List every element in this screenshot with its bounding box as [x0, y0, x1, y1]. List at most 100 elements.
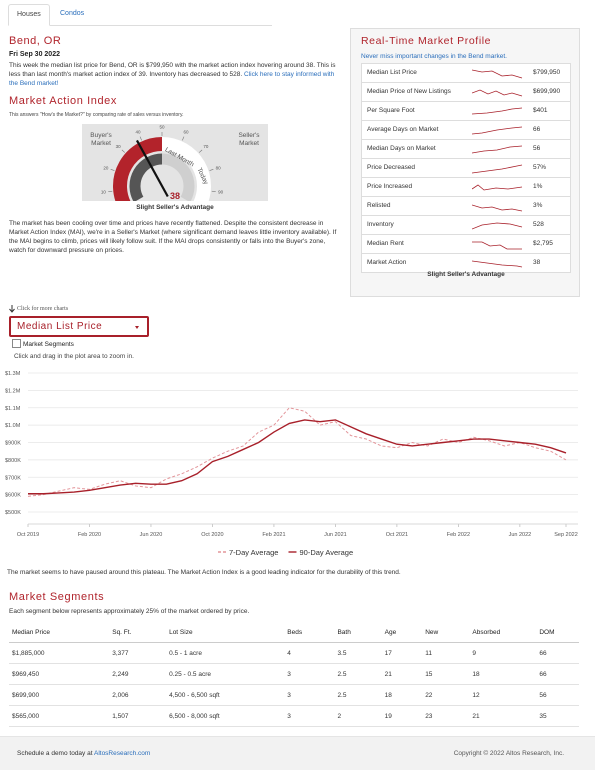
profile-value: $401	[533, 107, 547, 114]
tab[interactable]: Houses	[8, 4, 50, 26]
profile-label: Median Days on Market	[367, 145, 436, 152]
sparkline-path	[472, 70, 522, 78]
cell: $969,450	[9, 664, 109, 685]
profile-row: Per Square Foot $401	[361, 101, 571, 121]
footer-left: Schedule a demo today at AltosResearch.c…	[17, 750, 150, 757]
cell: 15	[422, 664, 469, 685]
buyers-label: Buyer's Market	[86, 132, 116, 148]
checkbox[interactable]	[12, 339, 21, 348]
selector-text: Median List Price	[17, 321, 102, 332]
sparkline-path	[472, 261, 522, 267]
sparkline-path	[472, 146, 522, 153]
cell: 1,507	[109, 706, 166, 727]
gauge-tick-label: 90	[218, 190, 224, 195]
profile-label: Median List Price	[367, 69, 417, 76]
profile-label: Price Decreased	[367, 164, 415, 171]
footer-text: Schedule a demo today at	[17, 750, 94, 757]
cell: 66	[536, 664, 579, 685]
y-tick-label: $600K	[5, 493, 21, 499]
cell: 23	[422, 706, 469, 727]
cell: 4,500 - 6,500 sqft	[166, 685, 284, 706]
profile-label: Median Rent	[367, 240, 404, 247]
cell: 2.5	[334, 685, 381, 706]
sparkline	[472, 180, 524, 194]
gauge-tick-label: 10	[101, 190, 107, 195]
tab[interactable]: Condos	[52, 4, 92, 24]
profile-value: 56	[533, 145, 540, 152]
legend-label: 7-Day Average	[229, 548, 278, 557]
profile-value: 528	[533, 221, 544, 228]
column-header: Beds	[284, 623, 334, 643]
cell: 18	[469, 664, 536, 685]
y-tick-label: $1.3M	[5, 371, 21, 377]
profile-label: Average Days on Market	[367, 126, 438, 133]
cell: 17	[382, 643, 423, 664]
segments-toggle[interactable]: Market Segments	[23, 341, 74, 348]
sparkline	[472, 142, 524, 156]
footer: Schedule a demo today at AltosResearch.c…	[0, 736, 595, 770]
cell: 2.5	[334, 664, 381, 685]
cell: 3,377	[109, 643, 166, 664]
cell: 12	[469, 685, 536, 706]
chart-selector[interactable]: Median List Price	[9, 316, 149, 337]
x-tick-label: Sep 2022	[554, 532, 578, 538]
arrow-icon	[8, 305, 16, 313]
cell: $565,000	[9, 706, 109, 727]
gauge-tick-label: 70	[203, 144, 209, 149]
profile-label: Median Price of New Listings	[367, 88, 451, 95]
cell: 2,249	[109, 664, 166, 685]
cell: 21	[469, 706, 536, 727]
cell: 2	[334, 706, 381, 727]
sparkline-path	[472, 223, 522, 229]
profile-row: Median Days on Market 56	[361, 139, 571, 159]
cell: 9	[469, 643, 536, 664]
profile-value: $699,990	[533, 88, 560, 95]
profile-value: 3%	[533, 202, 542, 209]
profile-value: $2,795	[533, 240, 553, 247]
sparkline	[472, 218, 524, 232]
sparkline	[472, 237, 524, 251]
sparkline-path	[472, 185, 522, 190]
x-tick-label: Feb 2022	[447, 532, 470, 538]
cell: $699,900	[9, 685, 109, 706]
profile-title: Real-Time Market Profile	[361, 35, 491, 47]
gauge-tick-label: 20	[103, 165, 109, 170]
sparkline	[472, 199, 524, 213]
gauge-tick-label: 80	[216, 165, 222, 170]
zoom-hint: Click and drag in the plot area to zoom …	[14, 353, 134, 360]
profile-footer: Slight Seller's Advantage	[361, 271, 571, 278]
footer-link[interactable]: AltosResearch.com	[94, 750, 150, 757]
cell: 3.5	[334, 643, 381, 664]
line-chart[interactable]: $500K$600K$700K$800K$900K$1.0M$1.1M$1.2M…	[0, 365, 595, 560]
profile-label: Per Square Foot	[367, 107, 415, 114]
column-header: Bath	[334, 623, 381, 643]
y-tick-label: $1.0M	[5, 423, 21, 429]
cell: $1,885,000	[9, 643, 109, 664]
y-tick-label: $800K	[5, 458, 21, 464]
sparkline-path	[472, 205, 522, 211]
sparkline	[472, 85, 524, 99]
date: Fri Sep 30 2022	[9, 51, 60, 58]
gauge-tick	[182, 137, 184, 141]
more-charts[interactable]: Click for more charts	[17, 306, 68, 312]
cell: 2,006	[109, 685, 166, 706]
profile-label: Inventory	[367, 221, 394, 228]
column-header: Median Price	[9, 623, 109, 643]
cell: 35	[536, 706, 579, 727]
analysis: The market has been cooling over time an…	[9, 219, 339, 255]
column-header: Absorbed	[469, 623, 536, 643]
cell: 21	[382, 664, 423, 685]
x-tick-label: Jun 2020	[140, 532, 163, 538]
profile-row: Median Price of New Listings $699,990	[361, 82, 571, 102]
profile-subtitle[interactable]: Never miss important changes in the Bend…	[361, 53, 507, 60]
sparkline	[472, 123, 524, 137]
cell: 0.5 - 1 acre	[166, 643, 284, 664]
sellers-label: Seller's Market	[232, 132, 266, 148]
